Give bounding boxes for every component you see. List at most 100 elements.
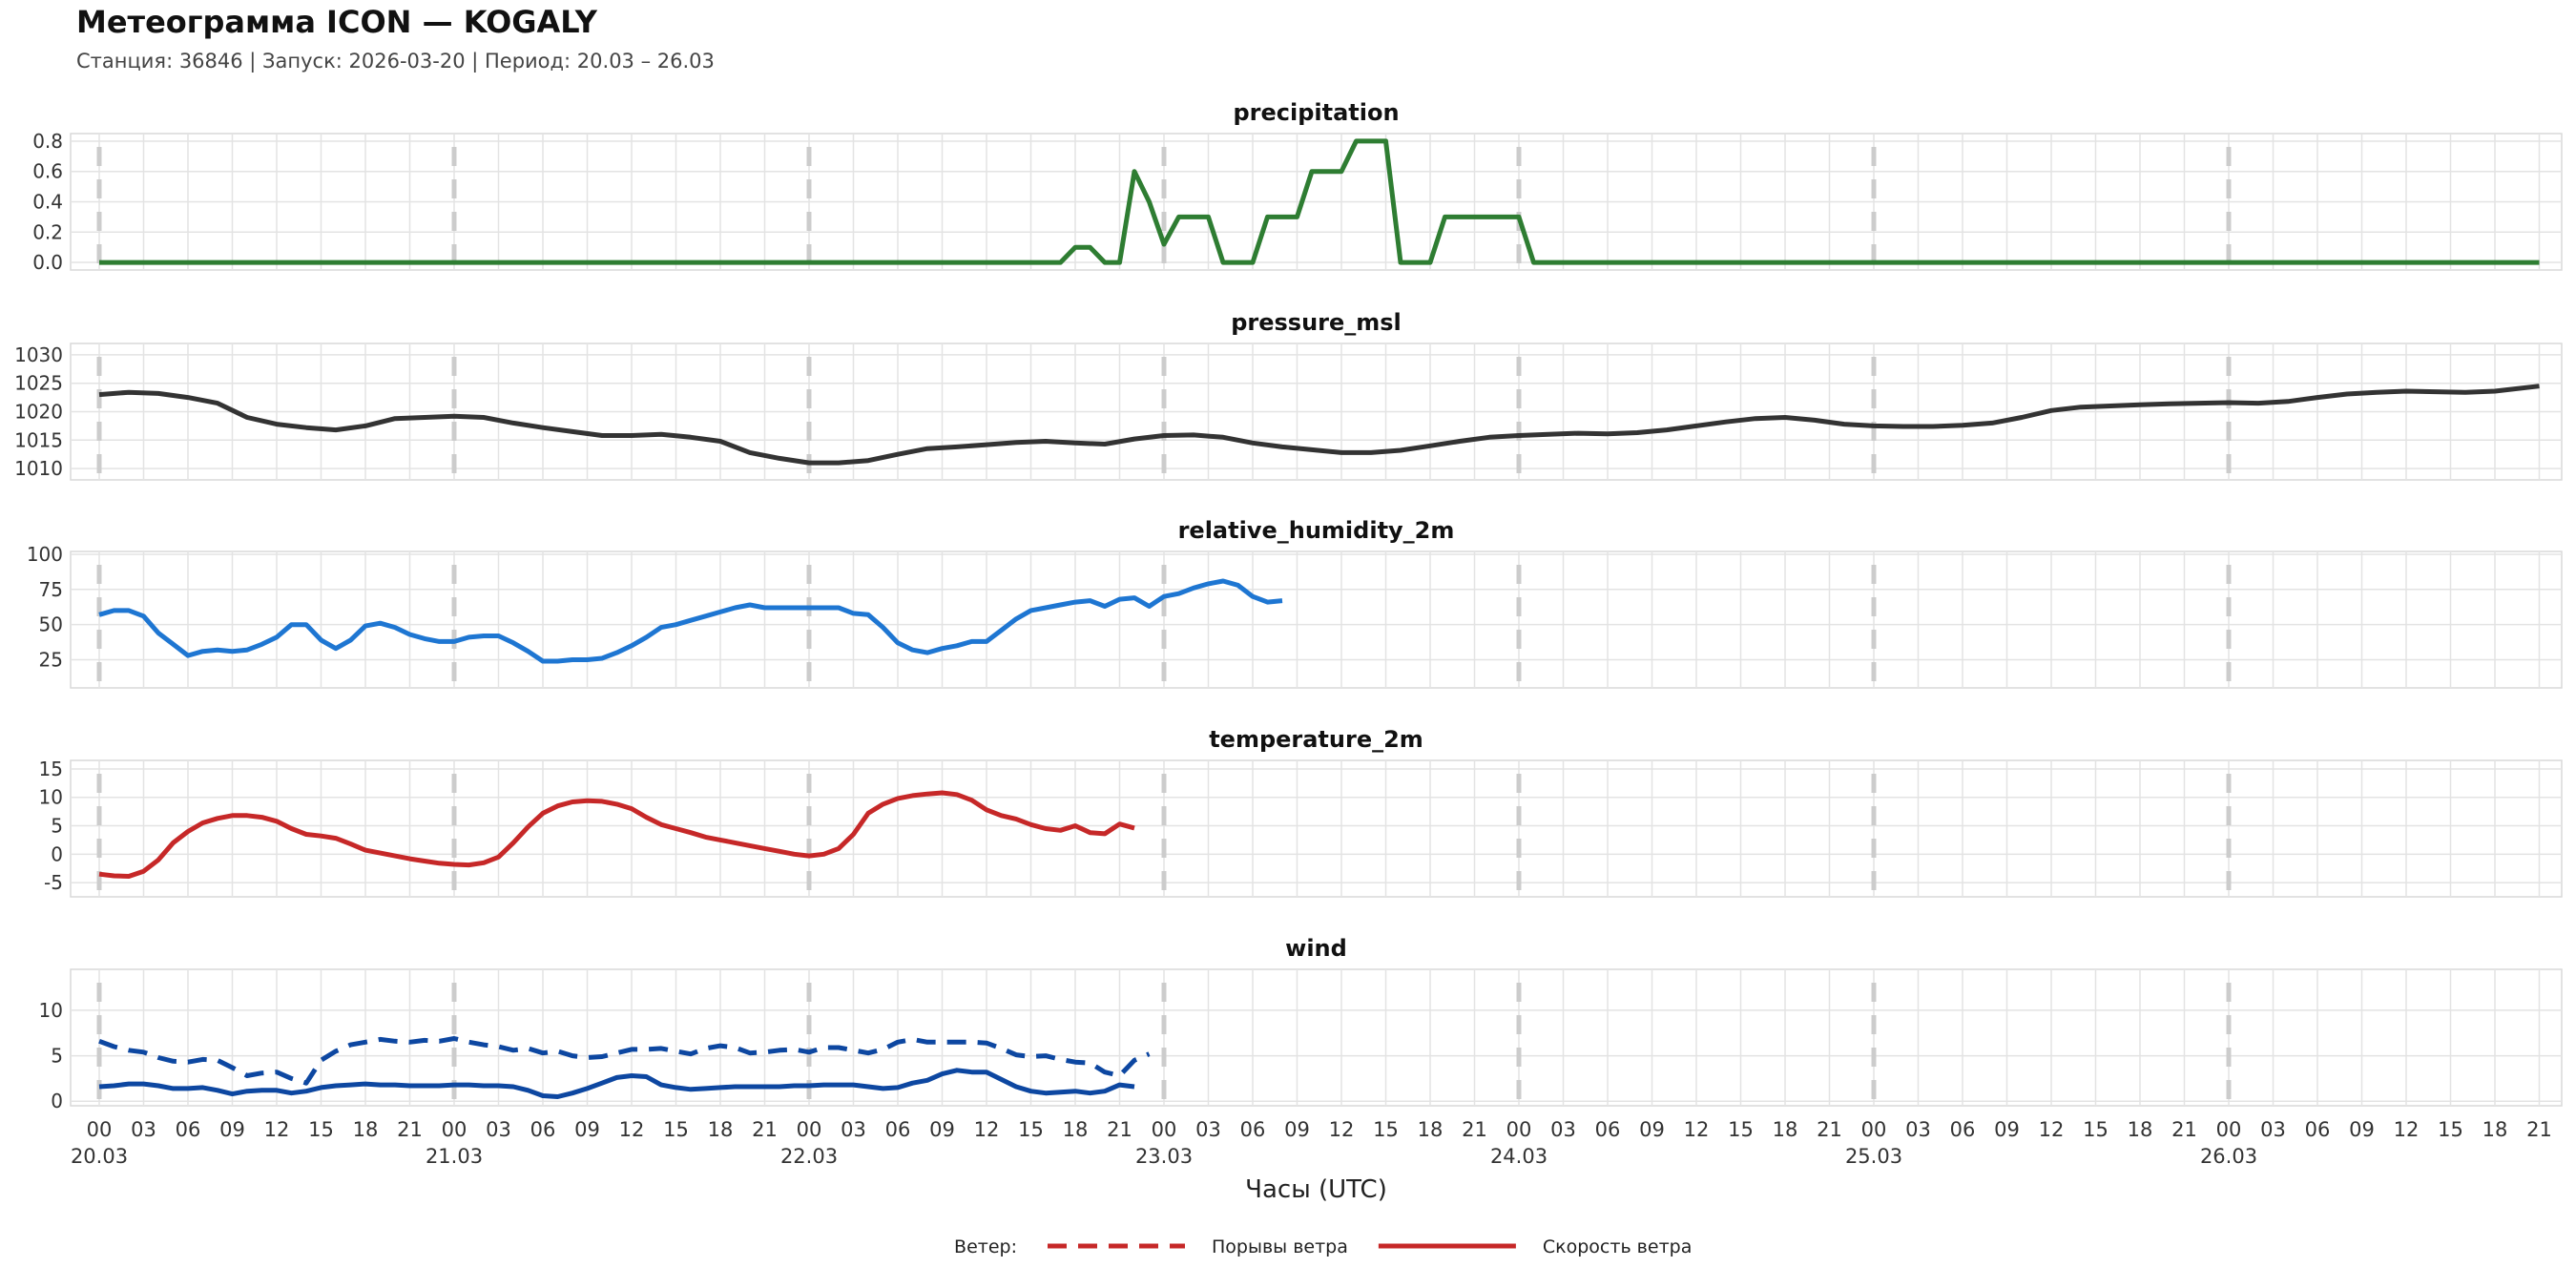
- x-tick-label: 21: [1462, 1118, 1487, 1141]
- y-tick-label: 10: [39, 786, 63, 809]
- x-tick-label: 15: [1728, 1118, 1754, 1141]
- x-tick-label: 18: [2483, 1118, 2508, 1141]
- x-tick-label: 09: [929, 1118, 955, 1141]
- y-tick-label: 1025: [14, 372, 63, 395]
- y-tick-label: 100: [27, 543, 63, 566]
- y-tick-label: 5: [51, 815, 63, 838]
- x-tick-label: 12: [2394, 1118, 2420, 1141]
- panel-title: wind: [1285, 935, 1347, 962]
- x-tick-label: 03: [1195, 1118, 1221, 1141]
- x-tick-label: 03: [841, 1118, 866, 1141]
- x-tick-label: 21: [397, 1118, 423, 1141]
- x-tick-label: 12: [619, 1118, 645, 1141]
- x-tick-label: 03: [131, 1118, 156, 1141]
- x-tick-label: 12: [264, 1118, 290, 1141]
- x-tick-label: 06: [885, 1118, 911, 1141]
- x-date-label: 25.03: [1845, 1145, 1902, 1168]
- x-tick-label: 09: [1994, 1118, 2020, 1141]
- x-tick-label: 18: [353, 1118, 379, 1141]
- x-tick-label: 15: [1018, 1118, 1044, 1141]
- y-tick-label: 0.0: [32, 251, 63, 274]
- y-tick-label: 75: [39, 578, 63, 601]
- x-tick-label: 18: [1063, 1118, 1089, 1141]
- x-tick-label: 18: [1418, 1118, 1444, 1141]
- panel-title: precipitation: [1233, 99, 1399, 126]
- panel-temperature_2m: -5 0 5 10 15 temperature_2m: [39, 726, 2563, 898]
- y-tick-label: 1030: [14, 343, 63, 366]
- x-tick-label: 03: [1905, 1118, 1931, 1141]
- x-tick-label: 06: [1240, 1118, 1266, 1141]
- x-date-label: 22.03: [780, 1145, 838, 1168]
- series-line-temperature_2m: [98, 790, 1135, 879]
- x-tick-label: 03: [2260, 1118, 2286, 1141]
- x-date-label: 21.03: [426, 1145, 483, 1168]
- y-tick-label: 0.4: [32, 191, 63, 214]
- legend-label: Скорость ветра: [1543, 1236, 1692, 1257]
- panel-pressure_msl: 1010 1015 1020 1025 1030 pressure_msl: [14, 309, 2563, 481]
- x-tick-label: 09: [1284, 1118, 1310, 1141]
- x-tick-label: 09: [1639, 1118, 1665, 1141]
- x-tick-label: 00: [442, 1118, 467, 1141]
- x-date-label: 23.03: [1135, 1145, 1193, 1168]
- x-tick-label: 18: [2128, 1118, 2153, 1141]
- y-tick-label: 0.8: [32, 130, 63, 153]
- y-tick-label: 0: [51, 842, 63, 865]
- x-tick-label: 06: [176, 1118, 201, 1141]
- series-line-wind: [98, 1068, 1135, 1099]
- x-axis: 00 03 06 09 12 15 18 21 00 03 06 09 12 15 18 21 00 03 06 09…: [71, 1118, 2552, 1204]
- y-tick-label: 10: [39, 999, 63, 1022]
- legend-title: Ветер:: [954, 1236, 1017, 1257]
- x-tick-label: 15: [1373, 1118, 1399, 1141]
- y-tick-label: 25: [39, 649, 63, 672]
- x-tick-label: 21: [752, 1118, 778, 1141]
- panel-precipitation: 0.0 0.2 0.4 0.6 0.8 precipitation: [32, 99, 2563, 274]
- panel-frame: [70, 968, 2563, 1107]
- x-tick-label: 03: [486, 1118, 511, 1141]
- x-tick-label: 00: [1861, 1118, 1887, 1141]
- panel-title: temperature_2m: [1209, 726, 1423, 753]
- y-tick-label: 0.2: [32, 220, 63, 243]
- y-tick-label: 1010: [14, 457, 63, 480]
- x-tick-label: 12: [974, 1118, 1000, 1141]
- y-tick-label: 1015: [14, 428, 63, 451]
- x-tick-label: 09: [574, 1118, 600, 1141]
- x-tick-label: 00: [1152, 1118, 1177, 1141]
- x-tick-label: 21: [1107, 1118, 1132, 1141]
- x-axis-label: Часы (UTC): [1245, 1175, 1387, 1204]
- x-tick-label: 12: [1684, 1118, 1710, 1141]
- x-tick-label: 18: [708, 1118, 734, 1141]
- y-tick-label: 50: [39, 613, 63, 636]
- series-line-precipitation: [99, 138, 2540, 265]
- x-tick-label: 15: [2083, 1118, 2109, 1141]
- x-tick-label: 15: [663, 1118, 689, 1141]
- x-tick-label: 00: [2216, 1118, 2242, 1141]
- x-tick-label: 06: [1595, 1118, 1621, 1141]
- y-tick-label: 0: [51, 1090, 63, 1112]
- x-date-label: 20.03: [71, 1145, 128, 1168]
- y-tick-label: 0.6: [32, 160, 63, 183]
- chart-subtitle: Станция: 36846 | Запуск: 2026-03-20 | Пе…: [76, 50, 715, 73]
- x-tick-label: 21: [1817, 1118, 1842, 1141]
- x-tick-label: 12: [1329, 1118, 1355, 1141]
- y-tick-label: 1020: [14, 401, 63, 424]
- x-tick-label: 00: [1506, 1118, 1532, 1141]
- x-date-label: 26.03: [2200, 1145, 2257, 1168]
- series-line-pressure_msl: [98, 384, 2540, 466]
- x-tick-label: 21: [2526, 1118, 2552, 1141]
- x-tick-label: 00: [87, 1118, 113, 1141]
- panel-relative_humidity_2m: 25 50 75 100 relative_humidity_2m: [27, 517, 2563, 689]
- panel-title: pressure_msl: [1231, 309, 1402, 336]
- y-tick-label: 5: [51, 1045, 63, 1068]
- x-tick-label: 06: [530, 1118, 556, 1141]
- panel-title: relative_humidity_2m: [1178, 517, 1455, 544]
- panel-frame: [70, 551, 2563, 689]
- x-tick-label: 12: [2039, 1118, 2065, 1141]
- chart-title: Метеограмма ICON — KOGALY: [76, 4, 597, 40]
- legend-label: Порывы ветра: [1212, 1236, 1348, 1257]
- y-tick-label: 15: [39, 758, 63, 780]
- x-tick-label: 00: [797, 1118, 822, 1141]
- series-line-wind-gusts: [98, 1036, 1151, 1086]
- y-tick-label: -5: [44, 871, 63, 894]
- x-tick-label: 15: [308, 1118, 334, 1141]
